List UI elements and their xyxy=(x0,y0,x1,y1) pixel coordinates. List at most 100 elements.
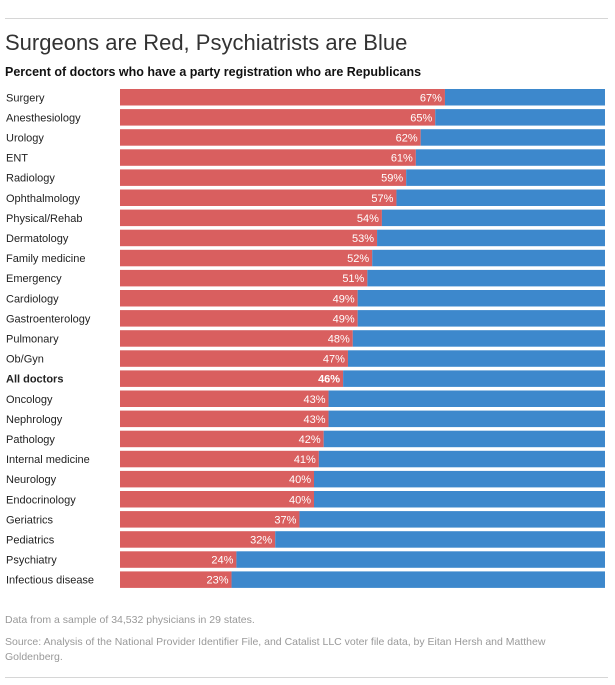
value-label-endocrinology: 40% xyxy=(289,494,311,506)
bar-other-anesthesiology xyxy=(435,109,605,126)
value-label-neurology: 40% xyxy=(289,474,311,486)
bar-other-infectious-disease xyxy=(231,571,606,588)
bar-other-gastroenterology xyxy=(357,310,605,327)
value-label-physical-rehab: 54% xyxy=(357,213,379,225)
bar-republican-gastroenterology xyxy=(120,310,358,327)
bar-republican-neurology xyxy=(120,470,314,488)
category-label-endocrinology: Endocrinology xyxy=(6,494,76,506)
bar-other-family-medicine xyxy=(372,249,605,267)
category-label-internal-medicine: Internal medicine xyxy=(6,454,90,466)
value-label-all-doctors: 46% xyxy=(318,374,340,386)
bar-other-all-doctors xyxy=(343,370,605,387)
bar-republican-infectious-disease xyxy=(120,571,232,588)
category-label-cardiology: Cardiology xyxy=(6,293,59,305)
value-label-oncology: 43% xyxy=(304,394,326,406)
value-label-pulmonary: 48% xyxy=(328,333,350,345)
bar-republican-ob-gyn xyxy=(120,350,348,367)
category-label-ob-gyn: Ob/Gyn xyxy=(6,354,44,366)
bar-republican-radiology xyxy=(120,169,407,186)
bar-other-ophthalmology xyxy=(396,189,605,206)
bar-republican-pediatrics xyxy=(120,531,276,548)
category-label-family-medicine: Family medicine xyxy=(6,253,85,265)
bar-other-ob-gyn xyxy=(347,350,605,367)
category-label-gastroenterology: Gastroenterology xyxy=(6,313,91,325)
bar-republican-pathology xyxy=(120,430,324,448)
value-label-family-medicine: 52% xyxy=(347,253,369,265)
category-label-geriatrics: Geriatrics xyxy=(6,514,54,526)
bar-republican-family-medicine xyxy=(120,249,373,267)
value-label-infectious-disease: 23% xyxy=(207,575,229,587)
bar-other-neurology xyxy=(314,470,605,488)
bar-chart: Surgery 67% Anesthesiology 65% Urology 62% ENT… xyxy=(6,89,606,588)
bar-republican-all-doctors xyxy=(120,370,344,387)
value-label-urology: 62% xyxy=(396,132,418,144)
value-label-emergency: 51% xyxy=(342,273,364,285)
bar-other-physical-rehab xyxy=(381,209,605,227)
top-rule xyxy=(5,18,608,19)
bar-other-dermatology xyxy=(377,229,605,247)
bar-other-radiology xyxy=(406,169,605,186)
category-label-pathology: Pathology xyxy=(6,434,55,446)
category-label-urology: Urology xyxy=(6,132,44,144)
data-note: Data from a sample of 34,532 physicians … xyxy=(5,614,255,626)
category-label-physical-rehab: Physical/Rehab xyxy=(6,213,82,225)
bar-republican-urology xyxy=(120,129,421,146)
bar-republican-dermatology xyxy=(120,229,378,247)
bar-republican-psychiatry xyxy=(120,551,237,568)
category-label-ent: ENT xyxy=(6,153,28,165)
bar-other-geriatrics xyxy=(299,511,605,528)
value-label-ophthalmology: 57% xyxy=(371,193,393,205)
bar-other-emergency xyxy=(367,269,605,287)
bar-other-pathology xyxy=(323,430,605,448)
bottom-rule xyxy=(5,677,608,678)
bar-other-psychiatry xyxy=(236,551,605,568)
category-label-dermatology: Dermatology xyxy=(6,233,69,245)
value-label-pediatrics: 32% xyxy=(250,534,272,546)
category-label-infectious-disease: Infectious disease xyxy=(6,575,94,587)
value-label-surgery: 67% xyxy=(420,92,442,104)
bar-other-nephrology xyxy=(328,410,605,428)
bar-other-endocrinology xyxy=(314,491,605,508)
bar-republican-anesthesiology xyxy=(120,109,436,126)
bar-republican-geriatrics xyxy=(120,511,300,528)
value-label-pathology: 42% xyxy=(299,434,321,446)
category-label-pulmonary: Pulmonary xyxy=(6,333,59,345)
category-label-anesthesiology: Anesthesiology xyxy=(6,112,81,124)
value-label-internal-medicine: 41% xyxy=(294,454,316,466)
category-label-surgery: Surgery xyxy=(6,92,45,104)
bar-republican-cardiology xyxy=(120,290,358,307)
bar-other-ent xyxy=(415,149,605,166)
value-label-psychiatry: 24% xyxy=(211,555,233,567)
value-label-anesthesiology: 65% xyxy=(410,112,432,124)
bar-republican-internal-medicine xyxy=(120,450,319,468)
bar-other-urology xyxy=(420,129,605,146)
chart-subtitle: Percent of doctors who have a party regi… xyxy=(5,65,422,79)
value-label-cardiology: 49% xyxy=(333,293,355,305)
category-label-psychiatry: Psychiatry xyxy=(6,555,57,567)
bar-other-pulmonary xyxy=(352,330,605,347)
bar-republican-emergency xyxy=(120,269,368,287)
bar-republican-ent xyxy=(120,149,416,166)
value-label-gastroenterology: 49% xyxy=(333,313,355,325)
source-note: Source: Analysis of the National Provide… xyxy=(5,636,546,663)
bar-other-pediatrics xyxy=(275,531,605,548)
category-label-oncology: Oncology xyxy=(6,394,53,406)
category-label-neurology: Neurology xyxy=(6,474,57,486)
value-label-ob-gyn: 47% xyxy=(323,354,345,366)
category-label-emergency: Emergency xyxy=(6,273,62,285)
bar-republican-nephrology xyxy=(120,410,329,428)
category-label-ophthalmology: Ophthalmology xyxy=(6,193,80,205)
category-label-all-doctors: All doctors xyxy=(6,374,63,386)
bar-republican-surgery xyxy=(120,89,445,106)
bar-republican-oncology xyxy=(120,390,329,407)
value-label-dermatology: 53% xyxy=(352,233,374,245)
chart-title: Surgeons are Red, Psychiatrists are Blue xyxy=(5,30,408,55)
category-label-radiology: Radiology xyxy=(6,173,55,185)
value-label-geriatrics: 37% xyxy=(274,514,296,526)
bar-other-oncology xyxy=(328,390,605,407)
bar-republican-ophthalmology xyxy=(120,189,397,206)
bar-other-cardiology xyxy=(357,290,605,307)
bar-other-surgery xyxy=(444,89,605,106)
bar-republican-endocrinology xyxy=(120,491,314,508)
bar-other-internal-medicine xyxy=(318,450,605,468)
